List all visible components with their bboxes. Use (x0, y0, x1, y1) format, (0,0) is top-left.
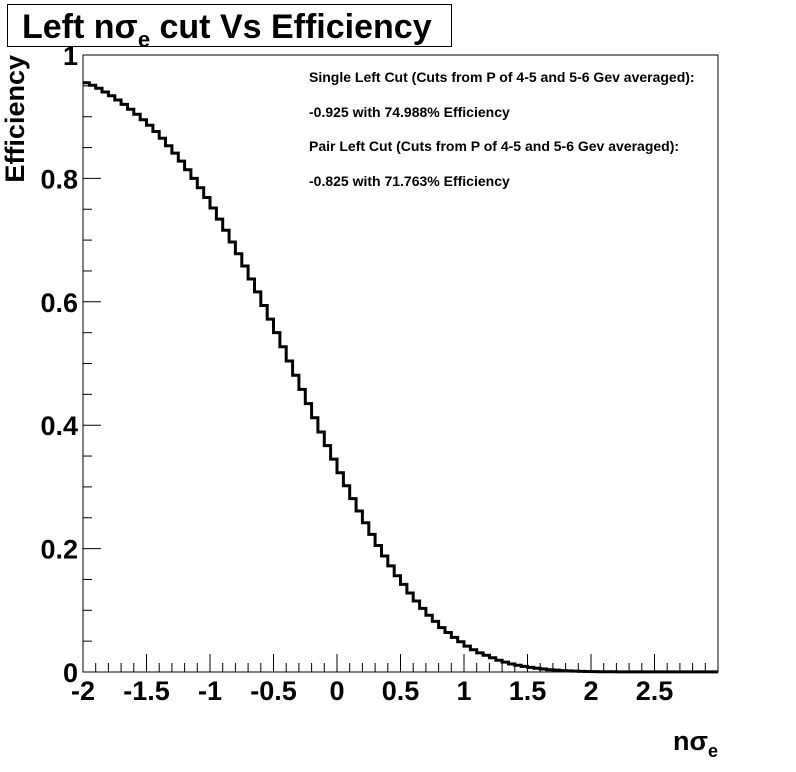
x-tick-label: -1.5 (123, 676, 170, 706)
annotation-line: Pair Left Cut (Cuts from P of 4-5 and 5-… (309, 138, 679, 154)
annotations: Single Left Cut (Cuts from P of 4-5 and … (309, 69, 695, 189)
y-tick-label: 0 (63, 658, 78, 688)
title-sub: e (137, 27, 151, 52)
tick-labels: -2 -1.5 -1 -0.5 0 0.5 1 1.5 2 2.5 0 0.2 0.4 0.6 0.8 1 (40, 41, 673, 706)
y-tick-label: 0.8 (40, 164, 78, 194)
annotation-line: -0.825 with 71.763% Efficiency (309, 173, 510, 189)
y-tick-label: 0.6 (40, 288, 78, 318)
annotation-line: Single Left Cut (Cuts from P of 4-5 and … (309, 69, 695, 85)
y-tick-label: 1 (63, 41, 78, 71)
x-tick-label: -2 (71, 676, 95, 706)
y-tick-label: 0.2 (40, 535, 78, 565)
x-axis-label-sub: e (708, 741, 718, 761)
efficiency-step-line (83, 81, 718, 674)
x-tick-label: 2 (583, 676, 598, 706)
x-tick-label: -0.5 (250, 676, 297, 706)
x-tick-label: 0.5 (382, 676, 420, 706)
title-post: cut Vs Efficiency (150, 8, 432, 46)
y-axis-label: Efficiency (0, 55, 30, 183)
title-box: Left nσe cut Vs Efficiency (7, 4, 452, 52)
x-axis-label: nσe (673, 726, 718, 761)
x-tick-label: -1 (198, 676, 222, 706)
y-tick-label: 0.4 (40, 411, 78, 441)
x-tick-label: 2.5 (636, 676, 674, 706)
x-tick-label: 1.5 (509, 676, 547, 706)
x-tick-label: 1 (456, 676, 471, 706)
x-tick-label: 0 (329, 676, 344, 706)
x-axis-label-sigma: σ (690, 726, 708, 756)
title-sigma: σ (114, 8, 138, 46)
chart-title: Left nσe cut Vs Efficiency (22, 7, 432, 52)
x-axis-label-n: n (673, 726, 690, 756)
annotation-line: -0.925 with 74.988% Efficiency (309, 104, 510, 120)
title-pre: Left n (22, 8, 115, 46)
